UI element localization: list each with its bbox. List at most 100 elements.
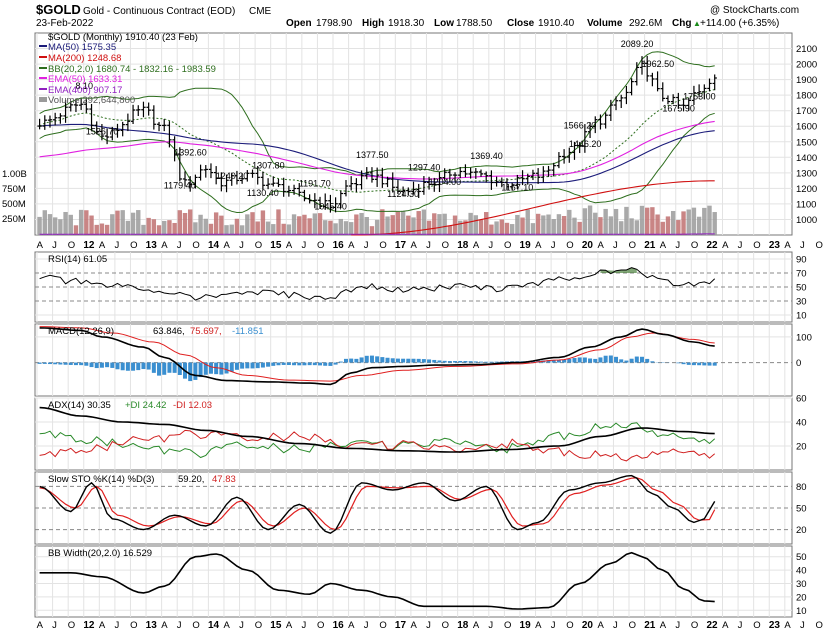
x-axis-tick-label: O [255,240,262,251]
macd-histogram-bar [582,357,587,363]
ohlc-bar [250,169,255,178]
x-axis-tick-label: O [691,240,698,251]
x-axis-tick-label: O [442,240,449,251]
legend-ma200-swatch [39,56,47,58]
ohlc-bar [468,167,473,179]
x-axis-tick-label: O [68,620,75,631]
legend-ma200: MA(200) 1248.68 [48,53,121,64]
x-axis-tick-label: O [130,620,137,631]
ohlc-bar [385,176,390,188]
macd-histogram-bar [203,362,208,375]
ohlc-bar [271,176,276,187]
panel-frame-macd [34,323,793,397]
macd-histogram-bar [131,362,136,371]
x-axis-tick-label: O [317,620,324,631]
macd-histogram-bar [343,358,348,363]
macd-histogram-bar [432,359,437,363]
ohlc-bar [707,78,712,92]
macd-histogram-bar [494,361,499,363]
price-annotation-label: 2089.20 [621,39,654,49]
x-axis-tick-label: A [161,620,168,631]
macd-histogram-bar [292,362,297,366]
volume-bar [369,226,375,235]
ohlc-bar [432,177,437,192]
volume-bar [47,214,53,235]
ohlc-bar [234,170,240,185]
x-axis-tick-label: J [675,240,680,251]
ohlc-bar [78,98,84,110]
macd-histogram-bar [577,357,582,363]
volume-bar [172,222,177,235]
x-axis-tick-label: J [301,240,306,251]
x-axis-tick-label: J [364,240,369,251]
x-axis-tick-label: 13 [146,240,158,251]
macd-histogram-bar [307,362,312,366]
volume-bar [234,218,240,235]
legend-macd-v2: 75.697, [190,326,222,337]
ohlc-bar [229,172,234,186]
price-annotation-label: 8.10 [76,81,94,91]
volume-bar [162,220,167,235]
macd-histogram-bar [338,361,343,363]
symbol-title: $GOLD [36,2,81,17]
volume-bar [406,215,411,235]
ohlc-bar [665,95,671,105]
volume-bar [707,205,712,235]
volume-bar [136,210,141,235]
volume-bar [629,218,634,235]
price-annotation-label: 1191.70 [299,179,331,189]
volume-bar [437,214,442,235]
ma200-line [351,180,715,236]
instrument-name: Gold - Continuous Contract (EOD) [83,6,235,17]
volume-bar [167,220,172,235]
ohlc-bar [499,177,504,188]
price-annotation-label: 1130.40 [247,188,279,198]
volume-bar [328,220,333,235]
volume-bar [489,224,494,235]
volume-bar [390,215,395,235]
volume-bar [691,207,697,235]
macd-histogram-bar [473,361,478,363]
ohlc-bar [94,121,99,135]
ohlc-bar [42,115,47,130]
price-annotation-label: 1204.00 [429,177,462,187]
volume-bar [541,215,546,235]
volume-tick-label: 750M [2,184,26,195]
volume-bar [42,210,47,235]
x-axis-bottom: A J O 12 A J O 13 A J O 14 A J O 15 A J O 16 A J O 17 A J O 18 A J O 19… [37,620,823,631]
macd-histogram-bar [68,362,73,365]
legend-adx-mdi: -DI 12.03 [173,400,212,411]
ohlc-bar [104,128,110,145]
legend-sto: Slow STO %K(14) %D(3) [48,474,154,485]
ohlc-bar [676,92,681,109]
legend-adx: ADX(14) 30.35 [48,400,111,411]
volume-bar [255,221,260,235]
volume-bar [634,220,640,235]
x-axis-tick-label: A [784,240,791,251]
macd-panel: 100 0 [35,326,812,386]
ohlc-bar [660,82,665,102]
ohlc-bar [411,181,416,195]
volume-bar [354,214,359,235]
x-axis-tick-label: J [301,620,306,631]
x-axis-tick-label: A [722,240,729,251]
axis-tick-label: 20 [796,592,807,603]
x-axis-tick-label: A [286,620,293,631]
volume-bar [271,224,276,235]
ohlc-bar [312,193,318,209]
macd-histogram-bar [401,358,406,363]
x-axis-tick-label: A [411,620,418,631]
macd-histogram-bar [364,355,369,363]
volume-bar [120,210,125,235]
volume-bar [432,213,437,235]
macd-histogram-bar [639,356,644,363]
macd-histogram-bar [567,358,572,363]
volume-bar [182,212,188,235]
price-tick-label: 1200 [796,184,817,195]
macd-histogram-bar [266,362,271,367]
ohlc-bar [572,141,577,160]
price-annotation-label: 1240.20 [216,171,249,181]
legend-ma50: MA(50) 1575.35 [48,42,116,53]
ohlc-bar [276,178,281,188]
legend-volume: Volume 292,644,800 [48,95,135,106]
